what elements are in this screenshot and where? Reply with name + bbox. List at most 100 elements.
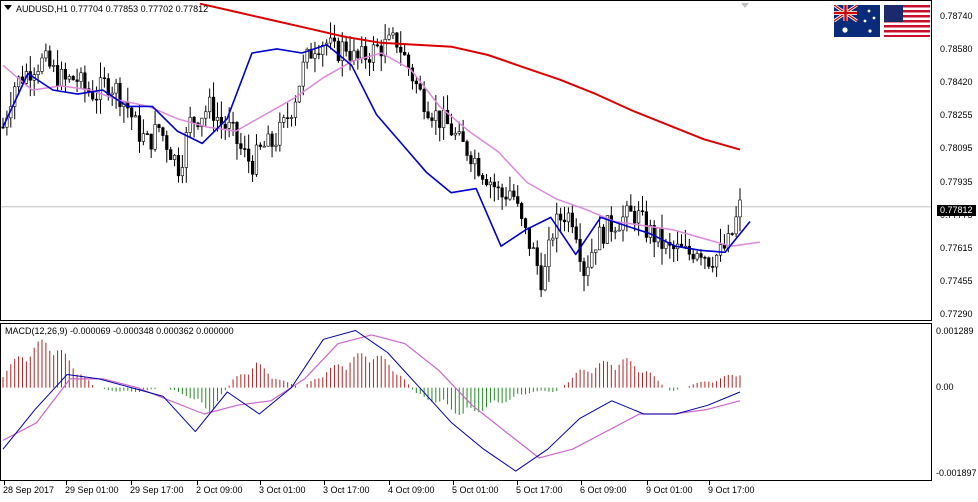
candle-body [328,37,333,44]
candle-body [141,133,145,142]
candle-body [367,59,372,63]
candle-body [13,86,17,107]
candle-body [336,40,340,61]
macd-chart[interactable] [0,323,932,481]
time-axis-tick [66,481,67,485]
candle-body [67,76,71,80]
candle-body [484,179,489,186]
candle-body [157,124,161,128]
current-price-tag: 0.77812 [937,205,976,216]
candle-body [582,261,586,276]
candle-body [94,98,99,101]
macd-title: MACD(12,26,9) -0.000069 -0.000348 0.0003… [5,326,234,336]
candle-body [730,233,734,235]
time-axis-label: 4 Oct 09:00 [388,485,435,495]
time-axis-label: 9 Oct 01:00 [646,485,693,495]
candle-body [59,68,64,87]
candle-body [625,205,629,218]
candle-body [430,117,434,121]
price-axis-label: 0.77290 [940,309,973,319]
candle-body [293,101,298,118]
candle-body [477,158,481,176]
candle-body [590,252,594,268]
candle-body [176,155,181,177]
candle-body [1,126,5,129]
candle-body [91,91,95,100]
chart-shift-marker-icon[interactable] [741,3,749,8]
candle-body [258,144,262,147]
candle-body [414,80,418,85]
candle-body [500,187,504,198]
candle-body [161,127,165,136]
candle-body [364,46,368,60]
candle-body [313,53,317,59]
candle-body [270,133,274,147]
candle-body [707,257,711,267]
candle-body [703,257,707,259]
candle-body [118,82,122,107]
candle-body [208,96,212,113]
macd-pane[interactable] [0,323,932,481]
candle-body [36,71,40,75]
candle-body [512,190,516,197]
candle-body [250,160,255,175]
candle-body [438,110,442,128]
candle-body [543,266,547,291]
candle-body [457,131,461,134]
chart-menu-arrow-icon[interactable] [4,5,12,10]
candle-body [254,144,259,175]
candle-body [192,116,196,124]
candle-body [617,229,621,232]
candle-body [598,226,602,251]
time-axis-label: 3 Oct 17:00 [323,485,370,495]
candle-body [718,244,723,256]
candle-body [188,116,192,133]
candle-body [609,215,613,232]
candle-body [535,247,539,266]
candle-body [422,88,426,113]
candle-body [453,132,457,136]
candle-body [664,241,668,249]
candle-body [379,45,383,57]
time-axis-tick [453,481,454,485]
candle-body [133,115,138,118]
candle-body [570,212,574,228]
ohlc-values: 0.77704 0.77853 0.77702 0.77812 [70,4,209,14]
candle-body [527,227,532,249]
candle-body [48,50,52,67]
candle-body [305,48,309,63]
time-axis-tick [709,481,710,485]
candle-body [204,111,208,119]
time-axis-tick [131,481,132,485]
ma-red-line [199,2,741,151]
candle-body [711,266,715,268]
candle-body [488,181,493,186]
candle-body [145,133,149,135]
candle-body [137,115,142,142]
price-pane[interactable] [0,0,932,321]
candle-body [239,143,243,149]
candle-body [395,32,399,48]
candles [1,22,742,297]
candle-body [699,253,703,258]
candle-body [574,226,578,240]
candle-body [633,211,637,224]
candle-body [715,254,719,268]
candle-body [332,37,337,42]
candle-body [102,77,106,80]
candle-body [375,44,379,47]
candle-body [169,149,173,160]
candle-body [215,117,220,121]
time-axis-label: 29 Sep 17:00 [130,485,184,495]
candle-body [613,230,617,233]
price-axis-label: 0.77935 [940,176,973,187]
candle-body [601,226,606,244]
candle-body [282,117,286,123]
candle-body [301,61,305,87]
time-axis-label: 5 Oct 17:00 [516,485,563,495]
candle-body [508,190,512,200]
candle-body [75,79,79,82]
candle-body [594,249,598,253]
price-chart[interactable] [0,0,932,321]
candle-body [473,158,477,165]
